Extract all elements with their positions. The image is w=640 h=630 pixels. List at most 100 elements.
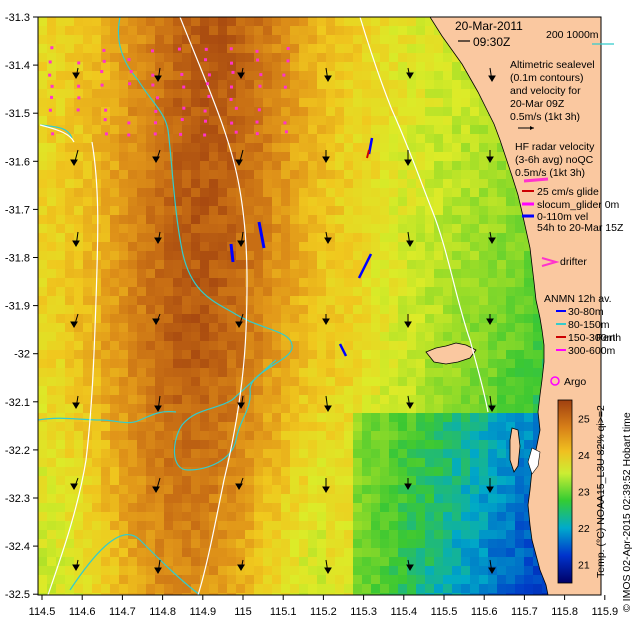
radar-vector [207, 73, 211, 77]
velocity-arrow-head [154, 237, 162, 244]
radar-vector [48, 60, 52, 64]
svg-text:30-80m: 30-80m [568, 306, 604, 318]
radar-vector [256, 58, 260, 62]
radar-vector [127, 133, 131, 137]
y-tick-label: -32.3 [5, 493, 30, 505]
bathymetry-lines [39, 17, 489, 595]
radar-vector [151, 49, 155, 53]
y-tick-label: -31.3 [5, 12, 30, 24]
radar-vector [104, 132, 108, 136]
sst-heatmap [38, 17, 601, 595]
velocity-arrow-head [322, 156, 330, 163]
velocity-arrow-head [324, 567, 332, 574]
svg-text:20-Mar 09Z: 20-Mar 09Z [510, 98, 565, 110]
radar-vector [102, 59, 106, 63]
copyright-footer: © IMOS 02-Apr-2015 02:39:52 Hobart time [621, 412, 633, 612]
radar-vector [77, 84, 81, 88]
radar-vector [51, 132, 55, 136]
radar-vector [207, 94, 211, 98]
radar-vector [127, 58, 131, 62]
velocity-arrow-head [154, 567, 162, 574]
radar-vector [284, 130, 288, 134]
radar-vector [77, 96, 81, 100]
radar-vector [283, 85, 287, 89]
velocity-arrow-head [322, 486, 330, 493]
velocity-arrow-head [488, 75, 496, 82]
x-tick-label: 115 [234, 606, 252, 618]
radar-vector [151, 73, 155, 77]
glider-legend: 25 cm/s glide slocum_glider 0m 0-110m ve… [522, 186, 624, 234]
svg-text:slocum_glider 0m: slocum_glider 0m [537, 199, 620, 211]
radar-vector [255, 132, 259, 136]
svg-text:Argo: Argo [564, 376, 586, 388]
velocity-arrow-head [324, 405, 332, 412]
velocity-arrow-head [70, 321, 78, 328]
radar-vector [286, 59, 290, 63]
radar-vector [259, 73, 263, 77]
y-axis: -31.3 -31.4 -31.5 -31.6 -31.7 -31.8 -31.9 -32 -3… [5, 12, 38, 601]
svg-text:0-110m vel: 0-110m vel [537, 211, 588, 223]
velocity-arrow-head [72, 402, 80, 409]
x-tick-label: 115.4 [390, 606, 417, 618]
radar-vector [204, 47, 208, 51]
altimetric-legend: Altimetric sealevel (0.1m contours) and … [510, 59, 595, 130]
map-time: 09:30Z [473, 35, 510, 49]
colorbar-tick-label: 24 [578, 450, 590, 462]
svg-text:0.5m/s (1kt 3h): 0.5m/s (1kt 3h) [510, 111, 580, 123]
radar-vector [129, 70, 133, 74]
radar-vector [203, 133, 207, 137]
y-tick-label: -32 [14, 349, 30, 361]
radar-vector [234, 130, 238, 134]
velocity-arrow-head [324, 75, 332, 82]
velocity-arrow-head [404, 483, 412, 490]
velocity-arrow-head [406, 402, 414, 409]
x-tick-label: 115.6 [471, 606, 498, 618]
colorbar-tick-label: 23 [578, 487, 590, 499]
radar-vector [128, 82, 132, 86]
colorbar-tick-label: 22 [578, 523, 590, 535]
colorbar-label: Temp. (°C) NOAA15_L3U 82% qi>=2 [595, 405, 607, 578]
radar-vector [204, 58, 208, 62]
radar-vector [255, 120, 259, 124]
radar-vector [234, 106, 238, 110]
y-tick-label: -32.4 [5, 541, 30, 553]
radar-vector [154, 109, 158, 113]
radar-vector [180, 72, 184, 76]
radar-vector [76, 108, 80, 112]
svg-text:25 cm/s glide: 25 cm/s glide [537, 186, 599, 198]
y-tick-label: -31.9 [5, 301, 30, 313]
velocity-arrow-head [235, 159, 243, 166]
x-tick-label: 115.9 [591, 606, 618, 618]
svg-text:80-150m: 80-150m [568, 319, 610, 331]
x-axis: 114.5 114.6 114.7 114.8 114.9 115 115.1 115.2 11… [29, 595, 618, 618]
y-tick-label: -32.5 [5, 589, 30, 601]
velocity-arrow-head [488, 405, 496, 412]
velocity-arrow-head [488, 237, 496, 244]
radar-vector [151, 83, 155, 87]
radar-vector [103, 118, 107, 122]
velocity-arrow-head [152, 318, 160, 325]
velocity-arrow-head [70, 483, 78, 490]
velocity-arrow-head [486, 156, 494, 163]
svg-text:54h to 20-Mar 15Z: 54h to 20-Mar 15Z [537, 222, 624, 234]
velocity-arrow-head [72, 564, 80, 571]
x-tick-label: 114.5 [29, 606, 56, 618]
radar-vector [229, 85, 233, 89]
velocity-arrow-head [486, 486, 494, 493]
argo-legend: Argo [550, 376, 586, 388]
velocity-arrow-head [406, 564, 414, 571]
y-tick-label: -31.8 [5, 253, 30, 265]
y-tick-label: -31.4 [5, 60, 30, 72]
sealevel-contours [38, 17, 293, 595]
radar-vector [100, 70, 104, 74]
radar-vector [102, 48, 106, 52]
x-tick-label: 115.2 [310, 606, 337, 618]
x-tick-label: 115.1 [270, 606, 297, 618]
radar-vector [282, 73, 286, 77]
radar-vector [258, 84, 262, 88]
y-tick-label: -32.2 [5, 445, 30, 457]
velocity-arrow-head [324, 237, 332, 244]
x-tick-label: 115.5 [431, 606, 458, 618]
velocity-arrow-head [154, 405, 162, 412]
